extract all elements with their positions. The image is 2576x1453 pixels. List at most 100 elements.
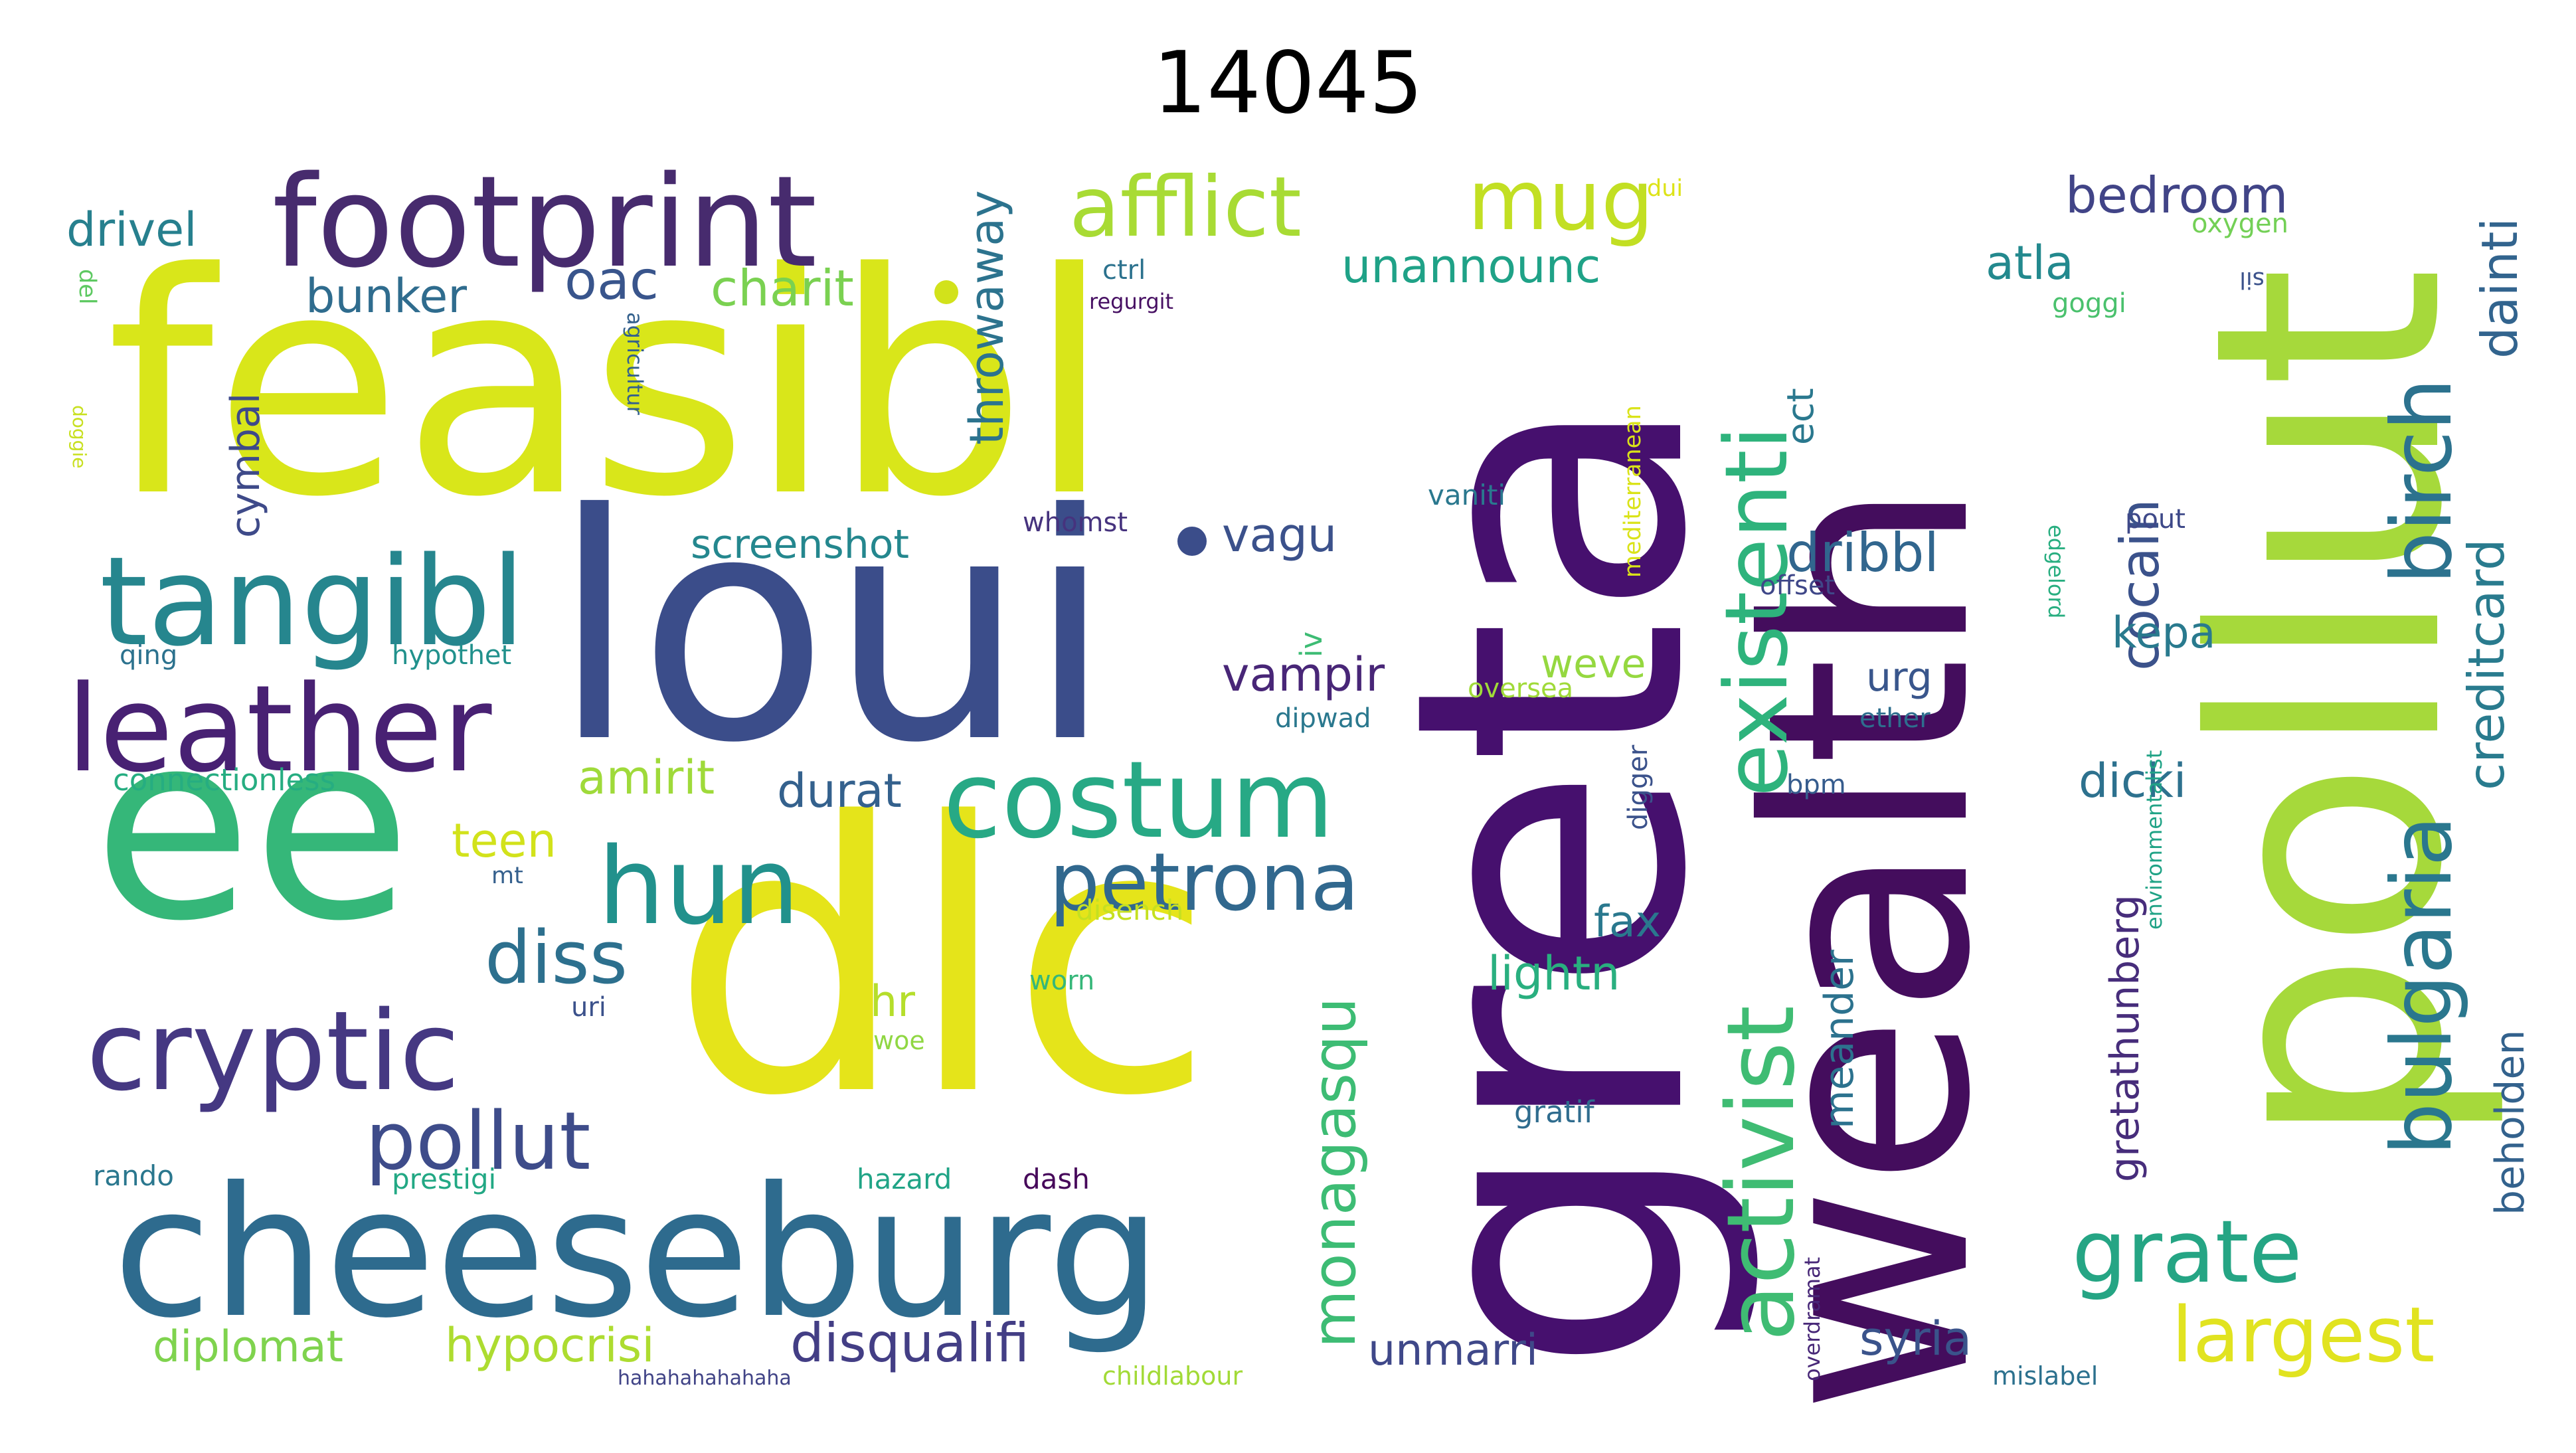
word-hypocrisi: hypocrisi <box>445 1318 655 1373</box>
word-gretathunberg: gretathunberg <box>2102 895 2148 1182</box>
word-greta: greta <box>1335 391 1768 1375</box>
word-pollut: pollut <box>365 1096 590 1188</box>
word-wealth: wealth <box>1707 480 2032 1414</box>
word-loui: loui <box>551 448 1114 811</box>
word-worn: worn <box>1029 966 1094 996</box>
word-creditcard: creditcard <box>2457 539 2516 790</box>
word-bulgaria: bulgaria <box>2374 815 2470 1155</box>
word-drivel: drivel <box>66 203 197 257</box>
word-grate: grate <box>2072 1201 2302 1302</box>
word-ctrl: ctrl <box>1102 255 1146 286</box>
word-costum: costum <box>943 738 1334 862</box>
word-urg: urg <box>1866 654 1932 701</box>
word-hun: hun <box>598 824 800 948</box>
word-activist: activist <box>1707 1005 1816 1341</box>
page-title: 14045 <box>1152 34 1424 133</box>
word-teen: teen <box>452 813 557 868</box>
word-diss: diss <box>485 915 628 1000</box>
word-durat: durat <box>777 764 902 818</box>
word-dui: dui <box>1647 175 1683 202</box>
word-cocain: cocain <box>2109 499 2171 671</box>
word-diplomat: diplomat <box>153 1322 343 1372</box>
word-mislabel: mislabel <box>1992 1361 2098 1391</box>
word-tangibl: tangibl <box>100 530 525 673</box>
word-bedroom: bedroom <box>2065 166 2288 224</box>
word-offset: offset <box>1760 570 1835 601</box>
word-cryptic: cryptic <box>86 987 460 1115</box>
word-digger: digger <box>1623 744 1654 830</box>
word-existenti: existenti <box>1706 426 1807 797</box>
word-disqualifi: disqualifi <box>790 1312 1029 1374</box>
word-afflict: afflict <box>1069 159 1302 256</box>
word-footprint: footprint <box>272 149 817 296</box>
word-dainti: dainti <box>2470 218 2529 359</box>
word-rando: rando <box>93 1159 174 1192</box>
word-throwaway: throwaway <box>960 190 1014 445</box>
word-feasibl: feasibl <box>106 209 1112 564</box>
word-oversea: oversea <box>1468 673 1573 704</box>
word-birch: birch <box>2374 378 2470 584</box>
word-qing: qing <box>120 640 177 671</box>
word-vagu: vagu <box>1222 508 1337 562</box>
word-kepa: kepa <box>2112 608 2215 658</box>
word-pout: pout <box>2125 504 2186 535</box>
word-iv: iv <box>1294 632 1329 657</box>
word-uri: uri <box>571 992 606 1023</box>
word-charit: charit <box>711 259 854 317</box>
word-sil: sil <box>2239 266 2265 293</box>
word-doggie: doggie <box>68 405 90 468</box>
word-edgelord: edgelord <box>2043 525 2069 618</box>
word-ether: ether <box>1859 703 1931 734</box>
word-hazard: hazard <box>857 1163 952 1195</box>
word-ee: ee <box>93 676 412 978</box>
word-amirit: amirit <box>578 750 715 805</box>
word-oac: oac <box>564 250 659 311</box>
word-vampir: vampir <box>1222 647 1385 702</box>
word-dash: dash <box>1023 1163 1090 1195</box>
word-cheeseburg: cheeseburg <box>113 1148 1161 1357</box>
word-del: del <box>74 269 100 304</box>
word-goggi: goggi <box>2052 288 2126 319</box>
word-mediterranean: mediterranean <box>1620 405 1646 578</box>
dot-mark <box>1177 527 1207 556</box>
word-leather: leather <box>66 660 491 799</box>
word-ect: ect <box>1779 388 1822 445</box>
word-atla: atla <box>1986 236 2074 290</box>
word-hahahahahahaha: hahahahahahaha <box>618 1367 792 1390</box>
word-lightn: lightn <box>1488 946 1620 1001</box>
word-hypothet: hypothet <box>392 640 511 671</box>
word-dlc: dlc <box>671 744 1215 1177</box>
word-fax: fax <box>1594 897 1661 947</box>
word-unannounc: unannounc <box>1341 239 1600 294</box>
word-bpm: bpm <box>1786 770 1846 800</box>
word-meander: meander <box>1816 950 1863 1129</box>
word-connectionless: connectionless <box>113 762 335 798</box>
word-oxygen: oxygen <box>2191 209 2288 239</box>
word-cymbal: cymbal <box>222 393 269 538</box>
word-woe: woe <box>873 1026 925 1055</box>
word-mug: mug <box>1468 153 1654 249</box>
word-environmentalist: environmentalist <box>2142 750 2167 930</box>
word-hr: hr <box>870 977 915 1027</box>
word-dribbl: dribbl <box>1786 522 1939 584</box>
word-dicki: dicki <box>2079 754 2186 808</box>
word-prestigi: prestigi <box>392 1163 496 1195</box>
word-monagasqu: monagasqu <box>1300 997 1369 1348</box>
word-gratif: gratif <box>1514 1094 1595 1130</box>
word-unmarri: unmarri <box>1368 1325 1538 1375</box>
word-screenshot: screenshot <box>691 521 909 568</box>
word-vaniti: vaniti <box>1428 479 1505 511</box>
word-overdramat: overdramat <box>1800 1257 1825 1381</box>
word-bunker: bunker <box>305 269 467 323</box>
word-weve: weve <box>1541 641 1646 687</box>
word-beholden: beholden <box>2487 1030 2533 1215</box>
word-regurgit: regurgit <box>1089 289 1173 314</box>
word-mt: mt <box>491 863 523 889</box>
word-whomst: whomst <box>1023 507 1128 538</box>
word-childlabour: childlabour <box>1102 1361 1243 1391</box>
word-largest: largest <box>2172 1291 2435 1380</box>
word-syria: syria <box>1859 1312 1972 1366</box>
word-disench: disench <box>1076 894 1183 926</box>
word-dipwad: dipwad <box>1275 703 1371 734</box>
